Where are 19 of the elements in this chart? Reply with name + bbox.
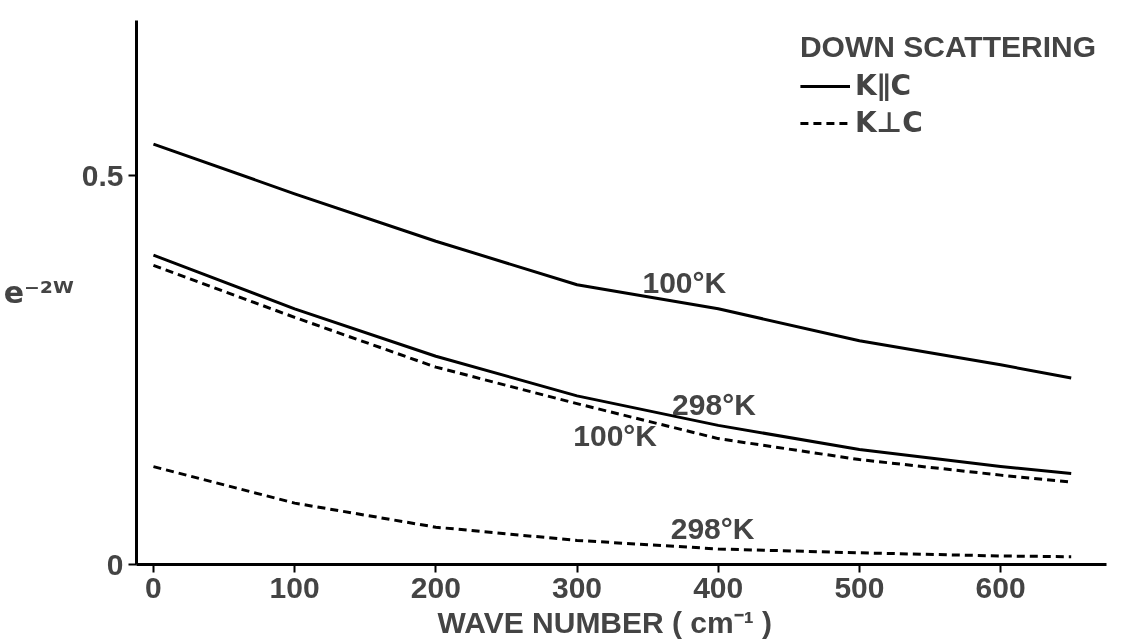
y-tick-label: 0.5: [81, 158, 124, 192]
annotation: 100°K: [573, 418, 658, 452]
y-axis-title: e⁻²ᵂ: [3, 275, 74, 310]
x-tick-label: 300: [552, 570, 603, 604]
x-tick-label: 100: [269, 570, 320, 604]
legend-label: K⊥C: [854, 106, 923, 139]
x-tick-label: 400: [693, 570, 744, 604]
x-tick-label: 200: [410, 570, 461, 604]
x-tick-label: 500: [834, 570, 885, 604]
annotation: 298°K: [672, 387, 757, 421]
legend-title: DOWN SCATTERING: [799, 30, 1096, 64]
line-series: [151, 142, 1073, 380]
x-tick-label: 0: [145, 570, 162, 604]
x-axis-title: WAVE NUMBER ( cm⁻¹ ): [437, 605, 773, 639]
line-series: [151, 465, 1073, 559]
annotation: 298°K: [670, 511, 755, 545]
legend-label: K∥C: [854, 69, 912, 102]
annotation: 100°K: [642, 266, 727, 300]
x-tick-label: 600: [975, 570, 1026, 604]
